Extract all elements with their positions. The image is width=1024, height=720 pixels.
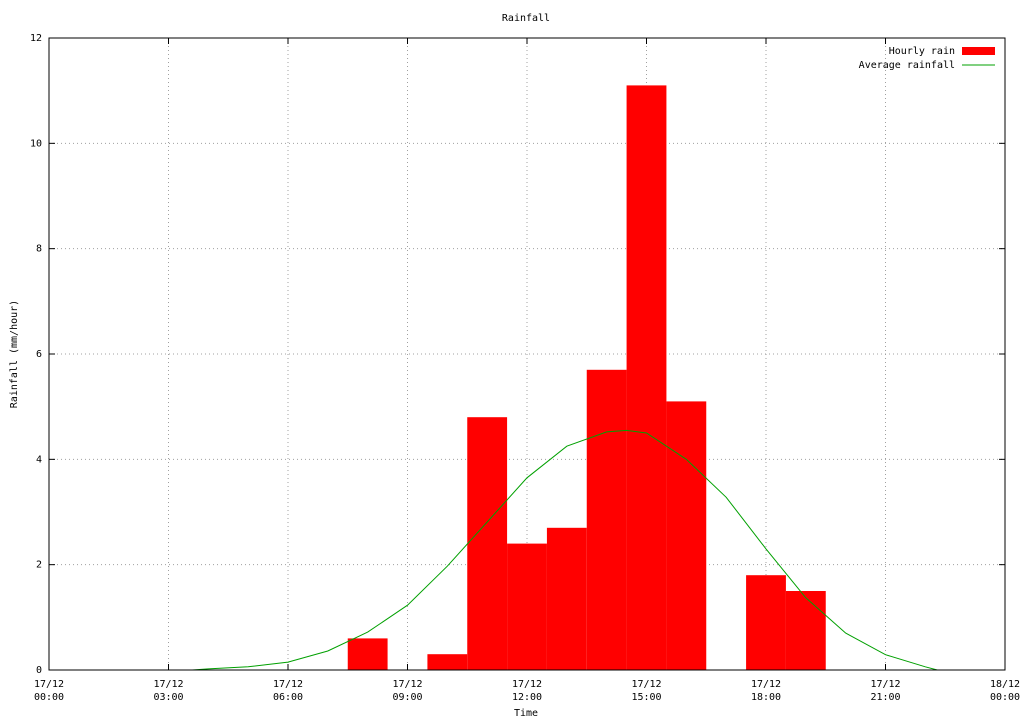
y-tick-label: 8 bbox=[36, 244, 42, 255]
bar bbox=[467, 417, 508, 670]
x-tick-label: 17/12 03:00 bbox=[153, 679, 183, 703]
bar bbox=[427, 654, 468, 670]
bar bbox=[507, 543, 547, 670]
y-tick-label: 12 bbox=[30, 33, 42, 44]
y-tick-label: 2 bbox=[36, 560, 42, 571]
line bbox=[192, 429, 938, 671]
x-tick-label: 17/12 18:00 bbox=[751, 679, 781, 703]
x-tick-label: 17/12 15:00 bbox=[631, 679, 661, 703]
x-tick-label: 17/12 21:00 bbox=[870, 679, 900, 703]
x-tick-label: 17/12 00:00 bbox=[34, 679, 64, 703]
x-axis-title: Time bbox=[514, 708, 538, 719]
plot-frame bbox=[48, 37, 1006, 671]
bar bbox=[666, 401, 707, 670]
y-tick-label: 4 bbox=[36, 454, 42, 465]
y-axis-title: Rainfall (mm/hour) bbox=[9, 300, 20, 408]
x-tick-label: 17/12 06:00 bbox=[273, 679, 303, 703]
legend-swatch bbox=[962, 47, 995, 55]
bar bbox=[785, 591, 826, 670]
bar bbox=[347, 638, 388, 670]
legend-label: Hourly rain bbox=[889, 46, 955, 57]
chart-title: Rainfall bbox=[502, 13, 550, 24]
x-tick-label: 17/12 12:00 bbox=[512, 679, 542, 703]
legend-label: Average rainfall bbox=[859, 60, 955, 71]
y-tick-label: 0 bbox=[36, 665, 42, 676]
bar bbox=[586, 369, 627, 670]
bar bbox=[546, 527, 587, 670]
x-tick-label: 17/12 09:00 bbox=[392, 679, 422, 703]
bar bbox=[746, 575, 786, 670]
y-tick-label: 10 bbox=[30, 138, 42, 149]
y-tick-label: 6 bbox=[36, 349, 42, 360]
x-tick-label: 18/12 00:00 bbox=[990, 679, 1020, 703]
bar bbox=[626, 85, 667, 670]
